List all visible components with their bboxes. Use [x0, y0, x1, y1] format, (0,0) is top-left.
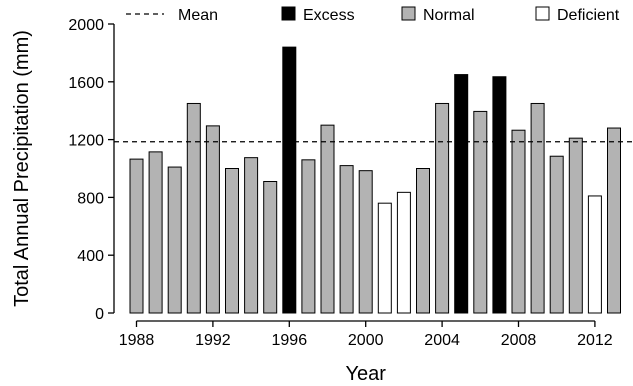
- y-tick-label: 1600: [68, 75, 104, 92]
- bar-1992: [205, 125, 220, 314]
- y-tick-label: 2000: [68, 17, 104, 34]
- bars: [129, 46, 621, 314]
- bar-2005: [454, 74, 469, 314]
- bar-1999: [339, 165, 354, 314]
- bar-1988: [129, 158, 144, 314]
- bar-1993: [225, 168, 239, 314]
- bar-2009: [530, 102, 545, 314]
- x-tick-label: 2004: [424, 332, 460, 349]
- x-tick-label: 1992: [195, 332, 231, 349]
- bar-1995: [263, 181, 278, 314]
- legend-label-mean: Mean: [178, 7, 218, 24]
- bar-2003: [416, 168, 430, 314]
- bar-2011: [568, 137, 583, 314]
- bar-2007: [492, 76, 507, 314]
- legend-label-normal: Normal: [423, 7, 475, 24]
- legend: Mean Excess Normal Deficient: [126, 6, 620, 24]
- bar-1997: [301, 159, 316, 314]
- x-tick-label: 2000: [348, 332, 384, 349]
- bar-2004: [435, 102, 450, 314]
- bar-1994: [244, 157, 259, 314]
- bar-2012: [587, 195, 602, 314]
- bar-1991: [186, 102, 201, 314]
- bar-2006: [473, 110, 488, 314]
- x-tick-label: 1988: [119, 332, 155, 349]
- bar-2002: [396, 191, 411, 314]
- bar-1990: [167, 166, 182, 314]
- bar-2008: [511, 129, 526, 314]
- legend-swatch-excess: [281, 6, 296, 21]
- bar-2010: [549, 155, 564, 314]
- bar-2000: [358, 170, 373, 314]
- x-tick-label: 1996: [272, 332, 308, 349]
- y-tick-label: 1200: [68, 133, 104, 150]
- y-tick-label: 400: [77, 248, 104, 265]
- bar-1996: [282, 46, 297, 314]
- y-tick-label: 800: [77, 190, 104, 207]
- legend-swatch-normal: [401, 6, 416, 21]
- axes: 0 400 800 1200 1600 2000 1988 1992 1996 2000 2004 2…: [68, 17, 612, 349]
- bar-1998: [320, 124, 335, 314]
- bar-2013: [607, 127, 621, 314]
- bar-1989: [148, 151, 163, 314]
- bar-2001: [377, 202, 392, 314]
- legend-label-excess: Excess: [303, 7, 355, 24]
- legend-label-deficient: Deficient: [557, 7, 620, 24]
- x-tick-label: 2008: [501, 332, 537, 349]
- y-tick-label: 0: [95, 306, 104, 323]
- x-axis-label: Year: [345, 363, 386, 385]
- x-tick-label: 2012: [577, 332, 613, 349]
- y-axis-label: Total Annual Precipitation (mm): [11, 30, 33, 307]
- legend-swatch-deficient: [535, 6, 550, 21]
